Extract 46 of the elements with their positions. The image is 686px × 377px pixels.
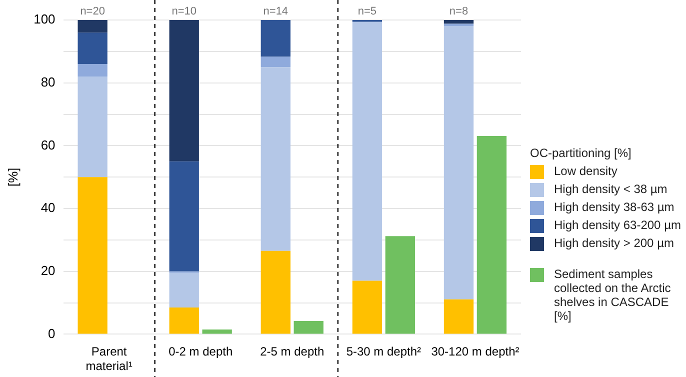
y-tick-label: 40 xyxy=(40,200,56,216)
bar xyxy=(78,32,108,64)
bar xyxy=(385,236,415,334)
bar xyxy=(260,250,290,334)
y-axis-title: [%] xyxy=(5,168,20,186)
bar xyxy=(169,307,199,334)
bar xyxy=(260,67,290,251)
bar xyxy=(352,280,382,334)
legend-label: Sediment samples collected on the Arctic shelves in CASCADE [%] xyxy=(554,267,672,323)
y-tick-label: 100 xyxy=(34,12,56,27)
y-tick-label: 60 xyxy=(40,137,56,152)
bar xyxy=(294,321,324,334)
bar xyxy=(202,329,232,334)
bar xyxy=(78,177,108,334)
y-tick-label: 0 xyxy=(48,326,56,341)
annotation: n=8 xyxy=(449,6,468,18)
annotation: n=5 xyxy=(358,6,377,18)
bar xyxy=(260,20,290,57)
annotation: n=14 xyxy=(263,6,288,18)
legend-label: High density < 38 µm xyxy=(554,182,668,196)
bar xyxy=(78,76,108,178)
legend-label: High density 38-63 µm xyxy=(554,200,674,214)
annotation: n=10 xyxy=(172,6,197,18)
x-tick-label: Parent material¹ xyxy=(86,344,132,374)
x-tick-label: 5-30 m depth² xyxy=(346,344,422,359)
annotation: n=20 xyxy=(80,6,105,18)
bar xyxy=(444,299,474,334)
x-tick-label: 2-5 m depth xyxy=(260,344,324,359)
legend-title: OC-partitioning [%] xyxy=(530,146,632,160)
x-tick-label: 0-2 m depth xyxy=(168,344,233,359)
bar xyxy=(260,56,290,68)
bar xyxy=(78,64,108,77)
bar xyxy=(169,272,199,308)
legend-label: Low density xyxy=(554,164,618,178)
legend-label: High density 63-200 µm xyxy=(554,218,681,232)
bar xyxy=(78,20,108,33)
bar xyxy=(169,20,199,162)
bar xyxy=(444,20,474,24)
bar xyxy=(352,22,382,281)
y-tick-label: 20 xyxy=(40,262,56,278)
x-tick-label: 30-120 m depth² xyxy=(431,344,520,359)
legend-label: High density > 200 µm xyxy=(554,236,674,250)
bar xyxy=(169,161,199,272)
bar xyxy=(444,26,474,300)
y-tick-label: 80 xyxy=(40,74,56,90)
bar xyxy=(476,136,507,334)
